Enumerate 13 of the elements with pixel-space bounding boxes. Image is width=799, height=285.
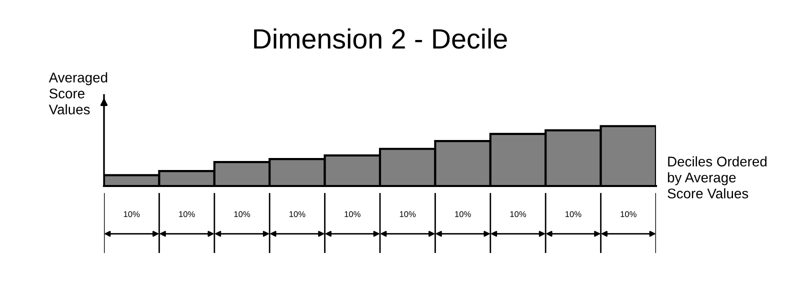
x-tick-label: 10% [400, 211, 416, 218]
x-tick-label: 10% [455, 211, 471, 218]
x-tick-label: 10% [510, 211, 526, 218]
x-tick-label: 10% [344, 211, 360, 218]
x-tick-label: 10% [565, 211, 582, 218]
y-axis-title: Averaged Score Values [48, 72, 108, 114]
x-tick-label: 10% [620, 211, 636, 218]
x-tick-label: 10% [179, 211, 195, 218]
x-tick-label: 10% [289, 211, 306, 218]
x-tick-label: 10% [124, 211, 140, 218]
x-axis-title: Deciles Ordered by Average Score Values [668, 156, 766, 198]
x-tick-label: 10% [234, 211, 250, 218]
chart-title: Dimension 2 - Decile [254, 28, 507, 49]
